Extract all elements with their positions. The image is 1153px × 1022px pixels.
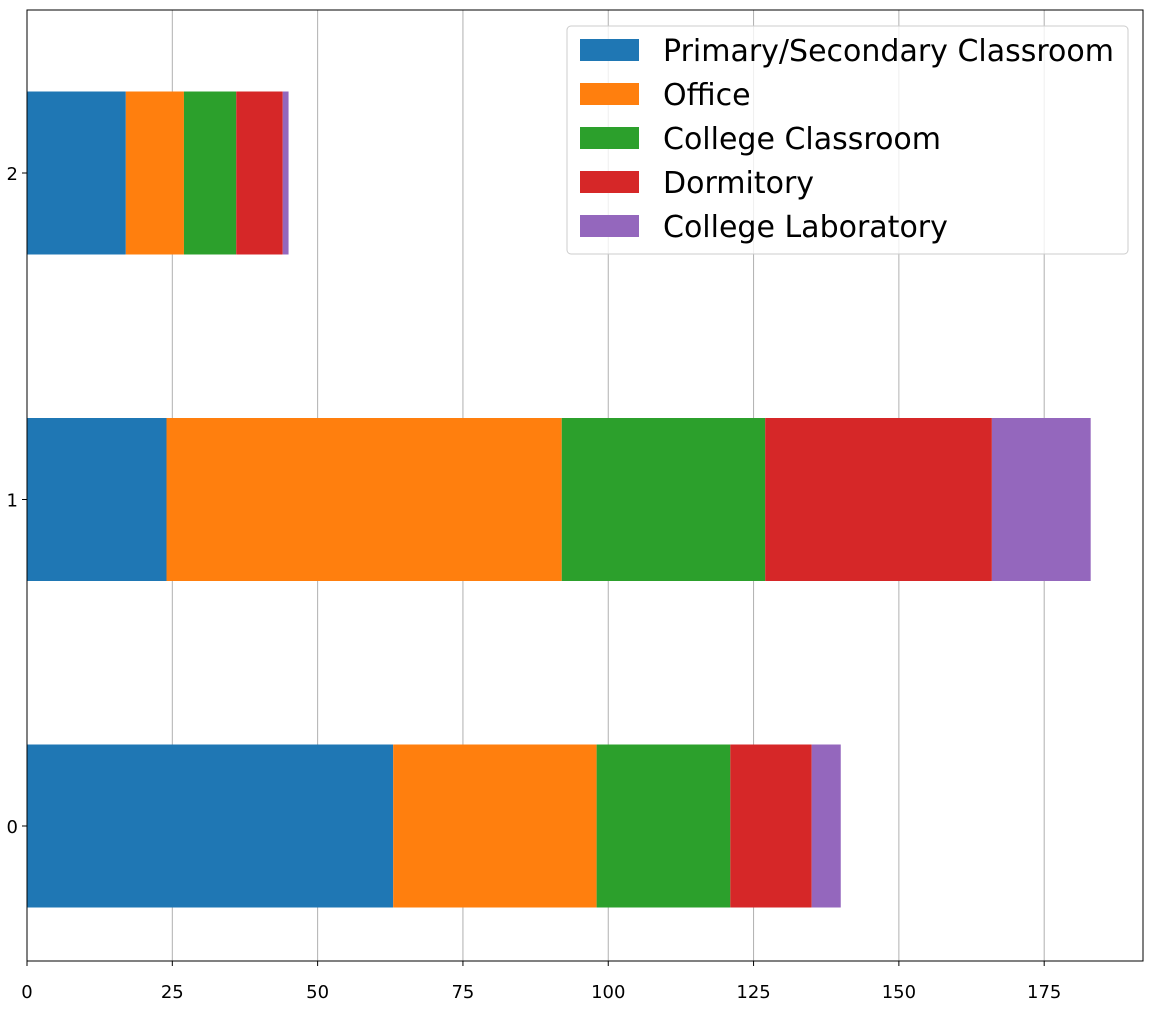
- legend-swatch: [580, 39, 639, 61]
- legend-label: College Laboratory: [663, 210, 948, 245]
- bar-segment: [183, 91, 237, 255]
- bar-segment: [282, 91, 289, 255]
- bar-segment: [730, 744, 812, 908]
- bar-segment: [596, 744, 731, 908]
- x-tick-label: 150: [882, 982, 916, 1003]
- x-tick-label: 125: [736, 982, 770, 1003]
- y-axis: 0 1 2: [7, 164, 27, 838]
- legend-swatch: [580, 83, 639, 105]
- legend-swatch: [580, 171, 639, 193]
- x-tick-label: 100: [591, 982, 625, 1003]
- legend-swatch: [580, 127, 639, 149]
- legend-swatch: [580, 215, 639, 237]
- legend: Primary/Secondary Classroom Office College…: [566, 25, 1129, 255]
- x-axis: 0 25 50 75 100 125 150 175: [21, 961, 1061, 1003]
- bars: [27, 91, 1091, 908]
- legend-label: Office: [663, 78, 751, 113]
- bar-segment: [27, 418, 167, 581]
- bar-segment: [991, 418, 1091, 581]
- x-tick-label: 75: [451, 982, 474, 1003]
- legend-box: [566, 25, 1129, 255]
- x-tick-label: 175: [1027, 982, 1061, 1003]
- x-tick-label: 25: [161, 982, 184, 1003]
- x-tick-label: 50: [306, 982, 329, 1003]
- y-tick-label: 2: [7, 164, 18, 185]
- plot-frame: [26, 9, 1144, 962]
- bar-segment: [166, 418, 562, 581]
- bar-segment: [561, 418, 766, 581]
- y-tick-label: 1: [7, 491, 18, 512]
- y-tick-label: 0: [7, 817, 18, 838]
- bar-segment: [765, 418, 992, 581]
- legend-label: Dormitory: [663, 166, 814, 201]
- bar-segment: [393, 744, 597, 908]
- bar-segment: [811, 744, 841, 908]
- legend-label: Primary/Secondary Classroom: [663, 34, 1114, 69]
- bar-segment: [125, 91, 184, 255]
- bar-segment: [236, 91, 283, 255]
- bar-segment: [27, 91, 126, 255]
- x-tick-label: 0: [21, 982, 32, 1003]
- legend-label: College Classroom: [663, 122, 941, 157]
- bar-segment: [27, 744, 394, 908]
